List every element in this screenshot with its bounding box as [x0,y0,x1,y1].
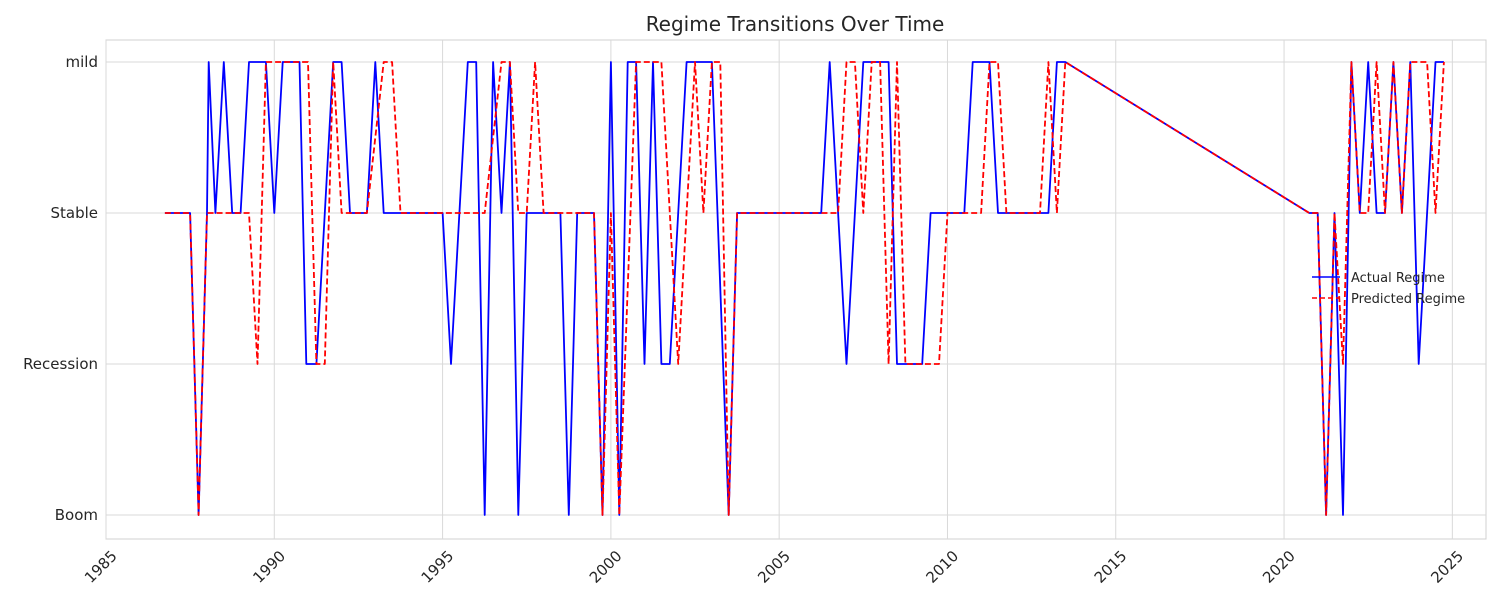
series-line-actual-regime [164,61,1444,516]
x-tick-label: 1995 [418,547,458,587]
x-axis: 1985 1990 1995 2000 2005 2010 2015 2020 2025 [81,547,1467,587]
x-tick-label: 2015 [1091,547,1131,587]
grid-layer [105,40,1486,539]
x-tick-label: 2025 [1427,547,1467,587]
x-tick-label: 1985 [81,547,121,587]
series-line-predicted-regime [164,61,1445,516]
y-tick-label: Boom [55,506,98,524]
x-tick-label: 2010 [922,547,962,587]
legend-label-predicted: Predicted Regime [1351,292,1465,307]
x-tick-label: 2005 [754,547,794,587]
chart-title: Regime Transitions Over Time [646,12,945,36]
x-tick-label: 2000 [586,547,626,587]
y-tick-label: Recession [23,355,98,373]
x-tick-label: 1990 [249,547,289,587]
y-tick-label: mild [66,53,98,71]
series-layer [164,61,1445,516]
legend: Actual Regime Predicted Regime [1312,271,1465,307]
y-axis: Boom Recession Stable mild [23,53,98,524]
legend-label-actual: Actual Regime [1351,271,1445,286]
y-tick-label: Stable [50,204,98,222]
plot-frame [105,39,1487,540]
x-tick-label: 2020 [1259,547,1299,587]
